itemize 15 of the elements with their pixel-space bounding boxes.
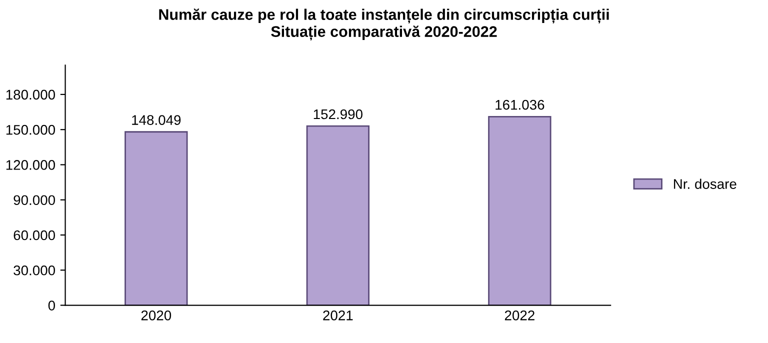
x-tick-label: 2020 xyxy=(141,310,172,320)
data-label: 152.990 xyxy=(314,109,362,120)
x-tick-label: 2022 xyxy=(504,310,534,320)
y-tick-label: 60.000 xyxy=(14,230,56,240)
y-tick-label: 90.000 xyxy=(14,195,56,206)
data-label: 161.036 xyxy=(496,100,544,110)
chart-title: Număr cauze pe rol la toate instanțele din circumscripția curții Situație comparativă 2020-2022 xyxy=(159,8,609,40)
y-tick-label: 150.000 xyxy=(6,124,56,135)
y-tick-label: 0 xyxy=(48,300,56,310)
x-tick-label: 2021 xyxy=(323,310,353,320)
y-tick-label: 30.000 xyxy=(14,265,56,276)
y-tick-label: 180.000 xyxy=(6,90,56,100)
legend-label: Nr. dosare xyxy=(674,178,736,189)
data-label: 148.049 xyxy=(132,115,181,125)
y-tick-label: 120.000 xyxy=(6,160,56,170)
